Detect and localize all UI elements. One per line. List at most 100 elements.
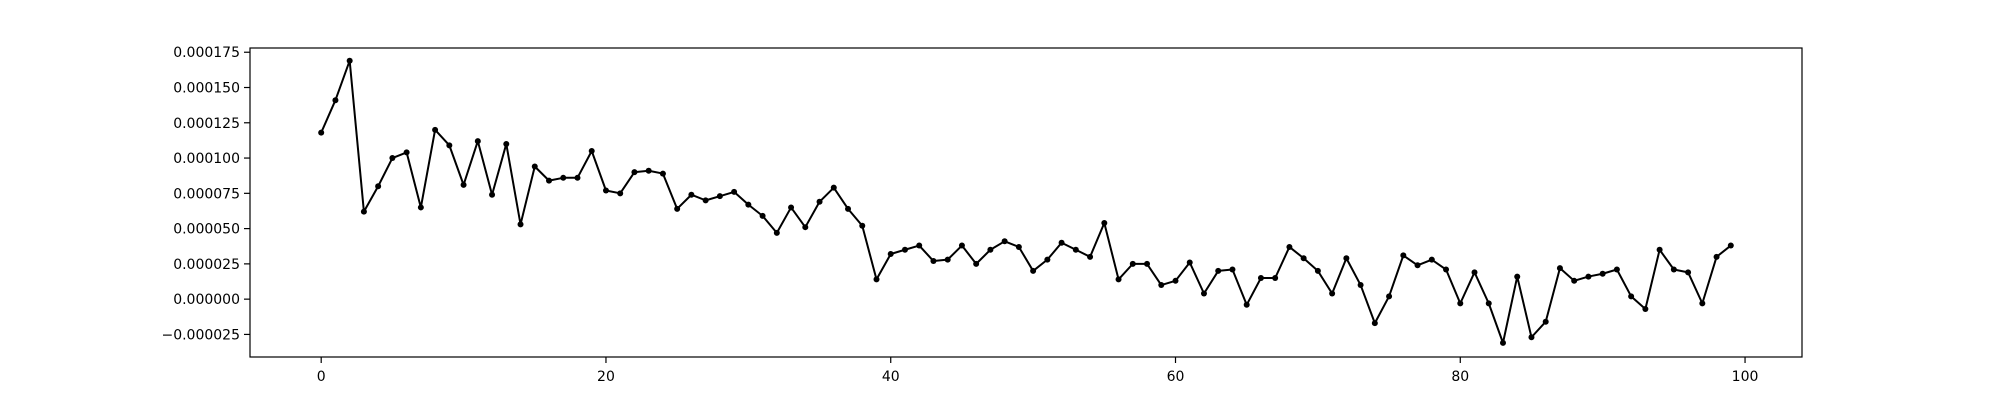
data-point <box>503 140 510 147</box>
y-tick-label: 0.000025 <box>173 257 240 273</box>
data-point <box>332 97 339 104</box>
y-tick-label: 0.000050 <box>173 222 240 238</box>
data-point <box>1030 267 1037 274</box>
data-point <box>403 149 410 156</box>
data-point <box>1286 243 1293 250</box>
data-point <box>1172 277 1179 284</box>
data-point <box>1428 256 1435 263</box>
data-point <box>1115 276 1122 283</box>
y-tick-label: 0.000125 <box>173 116 240 132</box>
data-point <box>1314 267 1321 274</box>
data-point <box>489 191 496 198</box>
data-point <box>1485 300 1492 307</box>
y-tick-label: 0.000075 <box>173 186 240 202</box>
data-point <box>1642 306 1649 313</box>
data-point <box>1556 265 1563 272</box>
data-point <box>873 276 880 283</box>
data-point <box>1628 293 1635 300</box>
data-point <box>446 142 453 149</box>
data-point <box>517 221 524 228</box>
data-point <box>1542 318 1549 325</box>
data-point <box>1072 246 1079 253</box>
x-axis: 0 20 40 60 80 100 <box>317 357 1759 385</box>
data-point <box>375 183 382 190</box>
data-point <box>1058 239 1065 246</box>
data-point <box>1044 256 1051 263</box>
data-point <box>1200 290 1207 297</box>
data-point <box>731 188 738 195</box>
data-point <box>1457 300 1464 307</box>
data-point <box>1186 259 1193 266</box>
data-point <box>1400 252 1407 259</box>
x-tick-label: 0 <box>317 369 326 385</box>
data-point <box>987 246 994 253</box>
data-point <box>1129 260 1136 267</box>
y-tick-label: 0.000100 <box>173 151 240 167</box>
data-point <box>830 184 837 191</box>
data-point <box>318 129 325 136</box>
y-tick-label: 0.000175 <box>173 45 240 61</box>
series-line <box>320 59 1732 344</box>
x-tick-label: 100 <box>1732 369 1759 385</box>
data-point <box>1656 246 1663 253</box>
y-axis: −0.000025 0.000000 0.000025 0.000050 0.00007… <box>161 45 250 343</box>
data-point <box>389 155 396 162</box>
data-point <box>1471 269 1478 276</box>
x-tick-label: 40 <box>882 369 900 385</box>
data-point <box>674 205 681 212</box>
data-point <box>788 204 795 211</box>
data-point <box>930 258 937 265</box>
data-point <box>1371 320 1378 327</box>
data-point <box>973 260 980 267</box>
data-point <box>1101 219 1108 226</box>
data-point <box>1343 255 1350 262</box>
data-point <box>759 212 766 219</box>
data-point <box>560 174 567 181</box>
data-point <box>944 256 951 263</box>
data-point <box>588 148 595 154</box>
data-point <box>1229 266 1236 273</box>
x-tick-label: 60 <box>1167 369 1185 385</box>
data-point <box>1001 238 1008 245</box>
data-point <box>1243 301 1250 308</box>
data-point <box>859 222 866 229</box>
data-point <box>1499 339 1506 346</box>
data-point <box>1414 262 1421 269</box>
data-point <box>1599 270 1606 277</box>
data-point <box>1087 253 1094 260</box>
data-point <box>1613 266 1620 273</box>
x-tick-label: 80 <box>1451 369 1469 385</box>
data-point <box>1585 273 1592 280</box>
data-point <box>659 170 666 177</box>
data-point <box>617 190 624 197</box>
data-point <box>1727 242 1734 249</box>
data-point <box>802 224 809 231</box>
data-point <box>574 174 581 181</box>
data-point <box>432 126 439 133</box>
y-tick-label: 0.000000 <box>173 292 240 308</box>
y-tick-label: 0.000150 <box>173 81 240 97</box>
data-point <box>474 138 481 145</box>
data-point <box>1272 274 1279 281</box>
data-point <box>688 191 695 198</box>
data-point <box>1386 293 1393 300</box>
data-point <box>360 208 367 215</box>
data-point <box>602 187 609 194</box>
data-point <box>702 197 709 204</box>
y-tick-label: −0.000025 <box>161 327 240 343</box>
data-point <box>958 242 965 249</box>
data-point <box>1514 273 1521 280</box>
data-point <box>1713 253 1720 260</box>
data-point <box>716 193 723 200</box>
data-point <box>1571 277 1578 284</box>
x-tick-label: 20 <box>597 369 615 385</box>
data-point <box>460 181 467 188</box>
data-point <box>1528 334 1535 341</box>
data-point <box>773 229 780 236</box>
data-point <box>645 167 652 174</box>
data-point <box>1685 269 1692 276</box>
data-point <box>417 204 424 211</box>
data-point <box>1158 282 1165 289</box>
plot-frame <box>249 47 1803 358</box>
